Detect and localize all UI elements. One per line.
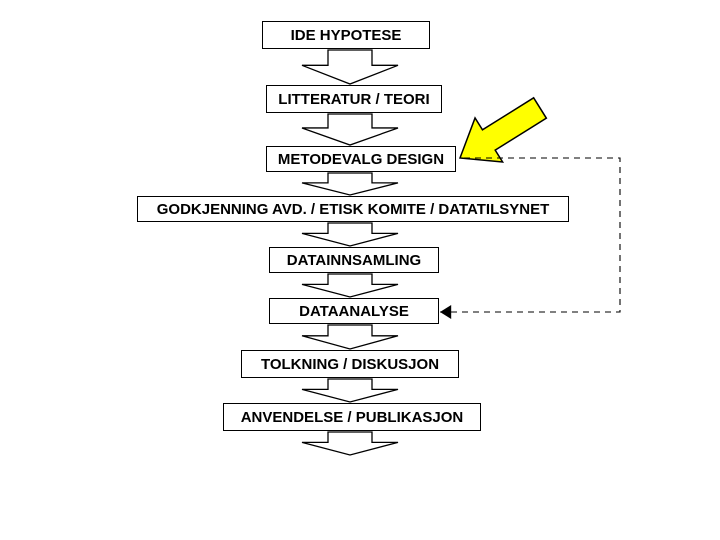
- node-datainnsamling: DATAINNSAMLING: [269, 247, 439, 273]
- node-dataanalyse: DATAANALYSE: [269, 298, 439, 324]
- node-label: METODEVALG DESIGN: [278, 151, 444, 168]
- node-label: DATAINNSAMLING: [287, 252, 421, 269]
- node-metodevalg-design: METODEVALG DESIGN: [266, 146, 456, 172]
- node-label: TOLKNING / DISKUSJON: [261, 356, 439, 373]
- flowchart-stage: IDE HYPOTESE LITTERATUR / TEORI METODEVA…: [0, 0, 720, 540]
- node-label: LITTERATUR / TEORI: [278, 91, 429, 108]
- node-label: IDE HYPOTESE: [291, 27, 402, 44]
- node-label: ANVENDELSE / PUBLIKASJON: [241, 409, 464, 426]
- node-label: DATAANALYSE: [299, 303, 409, 320]
- highlight-arrow-icon: [460, 98, 546, 162]
- node-anvendelse-publikasjon: ANVENDELSE / PUBLIKASJON: [223, 403, 481, 431]
- node-label: GODKJENNING AVD. / ETISK KOMITE / DATATI…: [157, 201, 550, 218]
- node-godkjenning: GODKJENNING AVD. / ETISK KOMITE / DATATI…: [137, 196, 569, 222]
- node-ide-hypotese: IDE HYPOTESE: [262, 21, 430, 49]
- node-litteratur-teori: LITTERATUR / TEORI: [266, 85, 442, 113]
- feedback-loop: [440, 158, 620, 319]
- node-tolkning-diskusjon: TOLKNING / DISKUSJON: [241, 350, 459, 378]
